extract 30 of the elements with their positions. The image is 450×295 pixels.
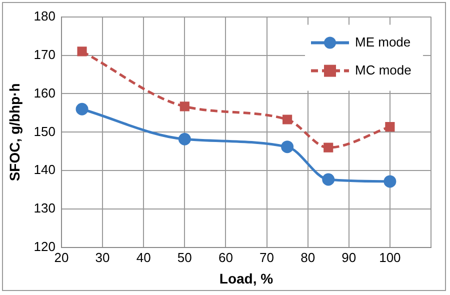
y-tick-label: 150 <box>34 124 56 139</box>
y-tick-label: 160 <box>34 85 56 100</box>
point <box>76 102 88 116</box>
point <box>281 140 294 154</box>
x-axis-title: Load, % <box>219 270 274 286</box>
point <box>385 122 395 132</box>
point <box>322 173 335 186</box>
x-tick-label: 20 <box>54 250 69 265</box>
x-tick-label: 50 <box>177 250 192 265</box>
point <box>178 132 191 146</box>
y-tick-label: 140 <box>34 162 56 178</box>
legend-label: ME mode <box>355 34 411 50</box>
y-tick-label: 120 <box>34 239 56 254</box>
y-axis-title: SFOC, g/bhp·h <box>6 83 22 182</box>
x-tick-label: 40 <box>136 250 151 265</box>
x-tick-label: 30 <box>95 250 110 265</box>
x-tick-label: 70 <box>260 250 274 265</box>
point <box>180 102 190 112</box>
point <box>282 114 292 124</box>
y-tick-label: 130 <box>34 200 56 216</box>
legend-label: MC mode <box>355 62 412 78</box>
y-tick-label: 180 <box>34 8 56 24</box>
point <box>77 46 87 56</box>
point <box>324 142 334 152</box>
x-tick-label: 60 <box>218 250 233 265</box>
x-tick-label: 80 <box>300 250 316 265</box>
point <box>384 175 396 188</box>
y-tick-label: 170 <box>34 46 56 62</box>
x-tick-label: 90 <box>342 250 356 265</box>
x-tick-label: 100 <box>379 250 401 265</box>
